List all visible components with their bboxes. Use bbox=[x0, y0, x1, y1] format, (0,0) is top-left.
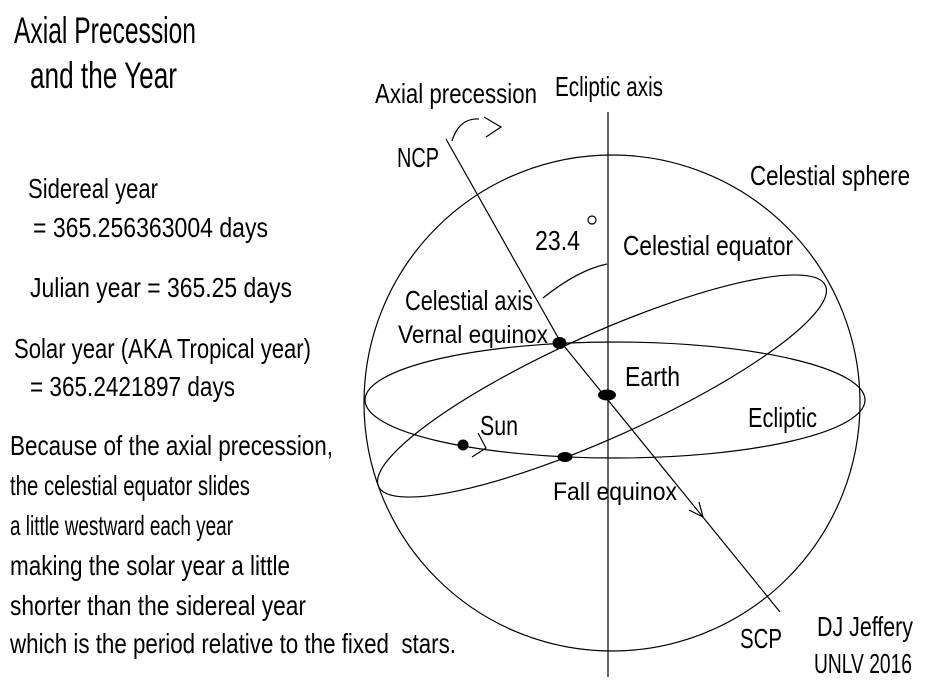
paragraph-line-6: which is the period relative to the fixe… bbox=[9, 628, 456, 659]
celestial-axis-line bbox=[445, 138, 781, 613]
solar-year-value: = 365.2421897 days bbox=[30, 371, 235, 402]
paragraph-line-4: making the solar year a little bbox=[10, 550, 290, 581]
credit-line-1: DJ Jeffery bbox=[817, 611, 913, 642]
celestial-equator-ellipse bbox=[376, 274, 828, 498]
page-title-line-2: and the Year bbox=[30, 55, 177, 96]
label-vernal-equinox: Vernal equinox bbox=[398, 321, 548, 349]
credit-line-2: UNLV 2016 bbox=[814, 648, 912, 679]
sidereal-year-label: Sidereal year bbox=[28, 173, 158, 204]
paragraph-line-2: the celestial equator slides bbox=[10, 470, 250, 501]
label-celestial-axis: Celestial axis bbox=[405, 285, 533, 316]
paragraph-line-3: a little westward each year bbox=[10, 510, 233, 541]
vernal-equinox-dot bbox=[552, 337, 567, 349]
celestial-axis-arrowhead bbox=[688, 501, 704, 519]
label-scp: SCP bbox=[740, 623, 782, 654]
paragraph-line-5: shorter than the sidereal year bbox=[10, 590, 306, 621]
degree-symbol bbox=[587, 215, 597, 225]
label-sun: Sun bbox=[480, 410, 518, 441]
sun-dot bbox=[457, 439, 469, 451]
earth-dot bbox=[598, 389, 616, 401]
label-earth: Earth bbox=[625, 361, 680, 392]
precession-arrow bbox=[451, 118, 480, 142]
sun-direction-arrow bbox=[471, 432, 487, 458]
precession-arrowhead bbox=[483, 116, 503, 138]
label-ecliptic-axis: Ecliptic axis bbox=[555, 71, 663, 102]
ecliptic-ellipse bbox=[364, 341, 866, 459]
label-celestial-sphere: Celestial sphere bbox=[750, 160, 910, 191]
paragraph-line-1: Because of the axial precession, bbox=[10, 430, 333, 461]
label-ncp: NCP bbox=[397, 142, 439, 173]
label-celestial-equator: Celestial equator bbox=[623, 230, 793, 261]
label-tilt-angle: 23.4 bbox=[535, 225, 580, 256]
sidereal-year-value: = 365.256363004 days bbox=[33, 212, 268, 243]
solar-year-label: Solar year (AKA Tropical year) bbox=[14, 333, 311, 364]
label-fall-equinox: Fall equinox bbox=[553, 478, 677, 506]
label-axial-precession: Axial precession bbox=[375, 78, 537, 109]
julian-year-line: Julian year = 365.25 days bbox=[30, 272, 292, 303]
fall-equinox-dot bbox=[557, 452, 573, 462]
tilt-angle-arc bbox=[542, 263, 608, 299]
page-title-line-1: Axial Precession bbox=[14, 10, 196, 51]
label-ecliptic: Ecliptic bbox=[748, 402, 817, 433]
celestial-sphere-outline bbox=[363, 154, 861, 652]
